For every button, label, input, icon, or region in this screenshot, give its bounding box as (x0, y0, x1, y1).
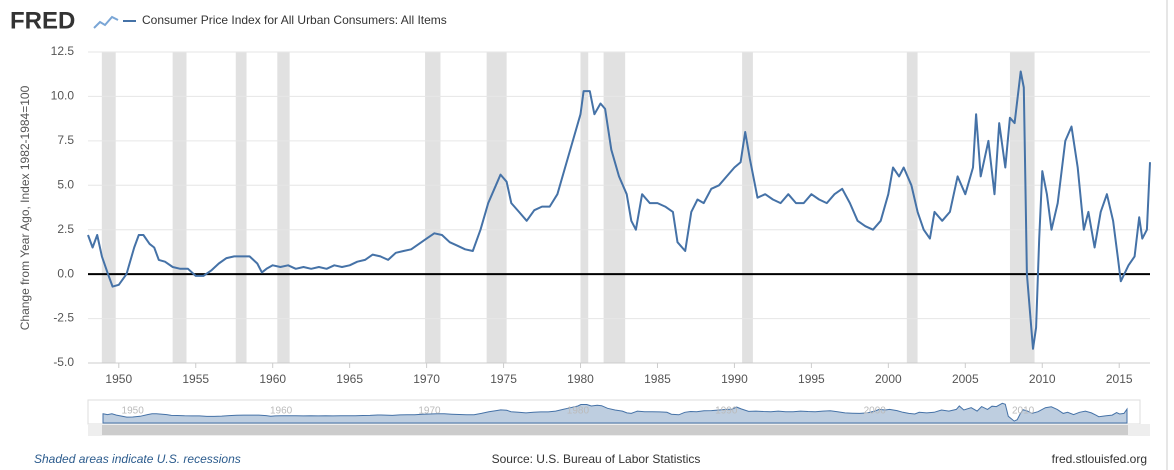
y-tick-label: -2.5 (53, 311, 74, 325)
x-tick-label: 1980 (567, 372, 594, 386)
y-tick-label: -5.0 (53, 355, 74, 369)
recession-band (425, 52, 441, 363)
navigator-tick-label: 1990 (715, 406, 738, 417)
navigator-line (102, 402, 1128, 424)
navigator-tick-label: 2000 (864, 406, 887, 417)
x-tick-label: 1985 (644, 372, 671, 386)
recession-band (580, 52, 589, 363)
recession-band (906, 52, 918, 363)
x-tick-label: 1970 (413, 372, 440, 386)
recession-band (742, 52, 753, 363)
x-tick-label: 1960 (259, 372, 286, 386)
source: Source: U.S. Bureau of Labor Statistics (492, 452, 701, 466)
recession-band (235, 52, 247, 363)
x-tick-label: 2015 (1106, 372, 1133, 386)
navigator-series: 1950 1960 1970 1980 1990 2000 2010 (102, 402, 1128, 424)
x-tick-label: 1990 (721, 372, 748, 386)
y-tick-label: 5.0 (57, 177, 74, 191)
y-tick-label: 7.5 (57, 133, 74, 147)
x-tick-label: 1955 (182, 372, 209, 386)
x-tick-label: 1965 (336, 372, 363, 386)
x-tick-label: 2000 (875, 372, 902, 386)
navigator-tick-label: 1960 (270, 406, 293, 417)
x-tick-label: 1950 (105, 372, 132, 386)
series-line (87, 70, 1151, 350)
scrollbar-thumb[interactable] (102, 425, 1128, 435)
x-tick-label: 2005 (952, 372, 979, 386)
navigator-tick-label: 1950 (122, 406, 145, 417)
navigator (87, 399, 1141, 425)
y-tick-label: 2.5 (57, 222, 74, 236)
y-tick-label: 0.0 (57, 266, 74, 280)
recession-band (603, 52, 626, 363)
recession-band (172, 52, 187, 363)
recession-band (277, 52, 290, 363)
recession-note: Shaded areas indicate U.S. recessions (34, 452, 241, 466)
y-tick-label: 10.0 (51, 89, 75, 103)
legend-entry: Consumer Price Index for All Urban Consu… (142, 13, 447, 27)
recession-band (101, 52, 116, 363)
logo-icon (93, 15, 119, 29)
navigator-tick-label: 1980 (567, 406, 590, 417)
site: fred.stlouisfed.org (1052, 452, 1147, 466)
navigator-tick-label: 1970 (418, 406, 441, 417)
x-tick-label: 1995 (798, 372, 825, 386)
plot-area: -5.0 -2.5 0.0 2.5 5.0 7.5 10.0 12.5 1950 1955 1960… (51, 44, 1151, 386)
x-tick-label: 2010 (1029, 372, 1056, 386)
x-tick-label: 1975 (490, 372, 517, 386)
navigator-tick-label: 2010 (1012, 406, 1035, 417)
y-tick-label: 12.5 (51, 44, 75, 58)
logo: FRED (10, 7, 75, 34)
y-axis-title: Change from Year Ago, Index 1982-1984=10… (18, 85, 32, 330)
recession-band (486, 52, 507, 363)
